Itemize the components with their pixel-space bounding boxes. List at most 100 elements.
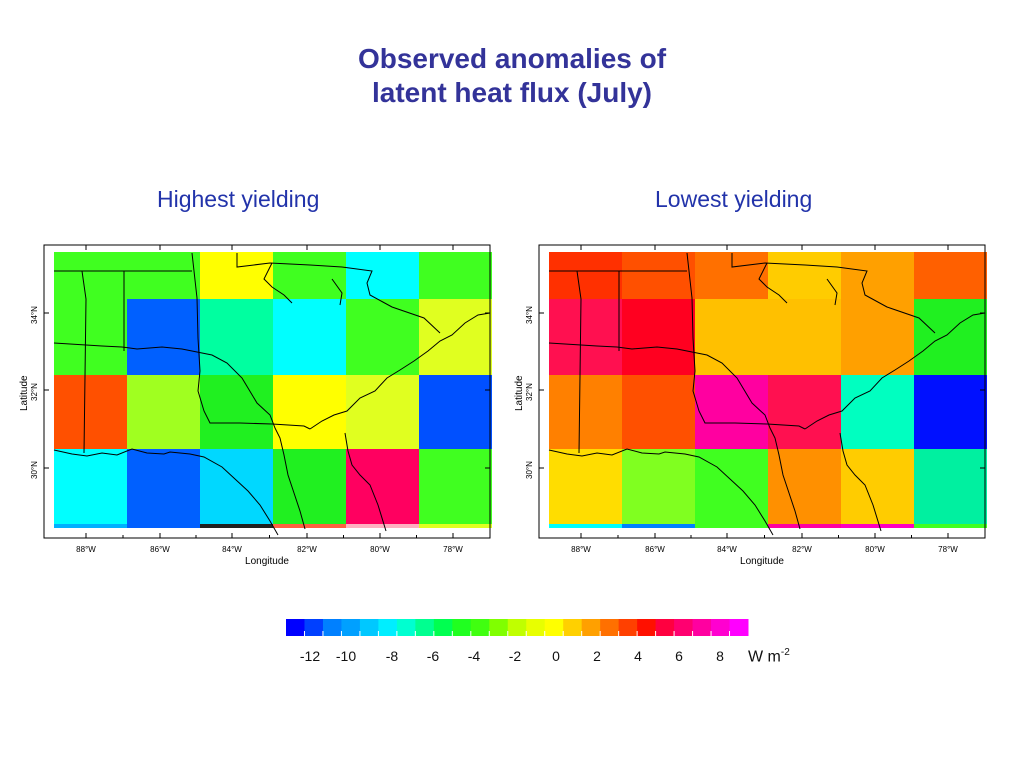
state-boundary: [263, 262, 293, 304]
colorbar-segment: [415, 619, 435, 636]
x-tick-label: 88°W: [571, 545, 591, 554]
grid-cell: [273, 252, 346, 299]
colorbar-segment: [692, 619, 712, 636]
coastline: [53, 342, 306, 530]
grid-strip-cell: [841, 524, 914, 528]
grid-cell: [768, 252, 841, 299]
grid-cell: [549, 449, 622, 524]
colorbar-tick-label: -8: [385, 648, 399, 664]
state-boundary: [758, 262, 788, 304]
x-tick-label: 78°W: [938, 545, 958, 554]
y-tick-label: 30°N: [30, 461, 39, 479]
grid-cell: [622, 375, 695, 449]
grid-cell: [346, 299, 419, 375]
map-highest: 88°W 86°W 84°W 82°W 80°W 78°W Longitude: [42, 243, 493, 578]
grid-cell: [841, 449, 914, 524]
grid-cell: [273, 299, 346, 375]
colorbar-segment: [286, 619, 305, 636]
grid-cell: [841, 299, 914, 375]
colorbar-segment: [526, 619, 546, 636]
colorbar-tick-label: -4: [467, 648, 481, 664]
unit-base: W m: [748, 648, 781, 666]
state-boundary: [731, 253, 936, 334]
colorbar-tick-label: 2: [593, 648, 601, 664]
colorbar-tick-label: -12: [299, 648, 321, 664]
grid-strip-cell: [346, 524, 419, 528]
grid-cell: [54, 252, 127, 299]
colorbar-segment: [618, 619, 638, 636]
grid-cell: [127, 375, 200, 449]
grid-cell: [200, 299, 273, 375]
colorbar-unit: W m-2: [748, 647, 790, 666]
grid-cell: [273, 449, 346, 524]
coastline: [548, 342, 801, 530]
grid-cell: [127, 252, 200, 299]
grid-cell: [549, 252, 622, 299]
colorbar-segment: [544, 619, 564, 636]
grid-cell: [841, 252, 914, 299]
state-boundary: [686, 252, 806, 430]
grid-strip-cell: [914, 524, 987, 528]
colorbar-segment: [433, 619, 453, 636]
colorbar-segment: [507, 619, 527, 636]
coastline: [804, 312, 986, 430]
grid-cell: [914, 375, 987, 449]
grid-cell: [841, 375, 914, 449]
colorbar-segment: [489, 619, 509, 636]
x-axis-label: Longitude: [245, 556, 289, 567]
y-tick-label: 32°N: [30, 383, 39, 401]
y-axis-label: Latitude: [514, 375, 525, 411]
colorbar-segment: [637, 619, 657, 636]
y-tick-label: 34°N: [30, 306, 39, 324]
colorbar-segment: [674, 619, 694, 636]
colorbar-segment: [378, 619, 398, 636]
grid-strip-cell: [622, 524, 695, 528]
x-tick-label: 86°W: [150, 545, 170, 554]
colorbar-segment: [396, 619, 416, 636]
x-tick-label: 80°W: [370, 545, 390, 554]
state-boundary: [826, 278, 838, 306]
grid-strip-cell: [695, 524, 768, 528]
map-panel-highest: 88°W 86°W 84°W 82°W 80°W 78°W Longitude: [42, 243, 493, 578]
grid-cell: [695, 375, 768, 449]
colorbar-svg: [286, 619, 749, 636]
colorbar: [285, 618, 750, 643]
x-tick-label: 86°W: [645, 545, 665, 554]
colorbar-tick-label: 6: [675, 648, 683, 664]
colorbar-segment: [563, 619, 583, 636]
title-line-2: latent heat flux (July): [371, 77, 653, 108]
grid-cell: [54, 299, 127, 375]
colorbar-segment: [452, 619, 472, 636]
grid-strip-cell: [273, 524, 346, 528]
colorbar-tick-label: 8: [716, 648, 724, 664]
y-axis-label: Latitude: [19, 375, 30, 411]
colorbar-tick-label: 0: [552, 648, 560, 664]
grid-cell: [622, 449, 695, 524]
map-frame: [538, 244, 986, 539]
title-line-1: Observed anomalies of: [357, 43, 667, 74]
colorbar-segment: [655, 619, 675, 636]
map-lowest: 88°W 86°W 84°W 82°W 80°W 78°W Longitude: [537, 243, 988, 578]
grid-cell: [622, 299, 695, 375]
y-tick-label: 30°N: [525, 461, 534, 479]
grid-strip-cell: [768, 524, 841, 528]
unit-exponent: -2: [780, 647, 790, 658]
grid-cell: [695, 299, 768, 375]
grid-cell: [346, 252, 419, 299]
grid-cell: [54, 449, 127, 524]
subtitle-lowest: Lowest yielding: [655, 186, 813, 212]
grid-cell: [549, 375, 622, 449]
grid-cell: [549, 299, 622, 375]
grid-cell: [346, 449, 419, 524]
grid-cell: [622, 252, 695, 299]
x-axis-label: Longitude: [740, 556, 784, 567]
colorbar-tick-label: 4: [634, 648, 642, 664]
coastline: [309, 312, 491, 430]
grid-cell: [346, 375, 419, 449]
colorbar-segment: [729, 619, 749, 636]
grid-cell: [127, 299, 200, 375]
colorbar-segment: [581, 619, 601, 636]
x-tick-label: 88°W: [76, 545, 96, 554]
coastline: [548, 448, 774, 536]
map-panel-lowest: 88°W 86°W 84°W 82°W 80°W 78°W Longitude: [537, 243, 988, 578]
